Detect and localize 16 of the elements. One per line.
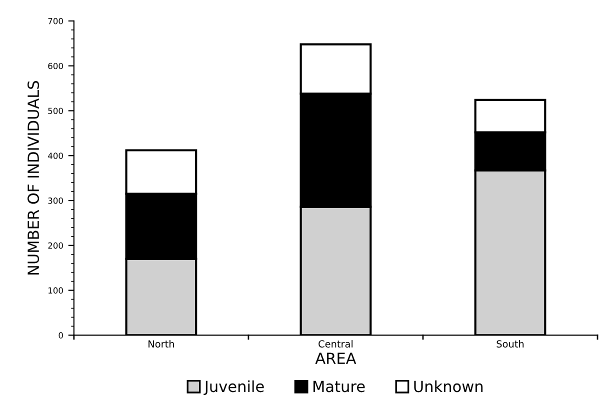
y-tick-label: 400 — [48, 152, 63, 159]
x-tick-label: South — [496, 340, 524, 348]
y-tick-label: 200 — [48, 242, 63, 249]
y-tick-label: 500 — [48, 108, 63, 114]
y-tick-label: 700 — [48, 18, 63, 24]
y-axis-title: NUMBER OF INDIVIDUALS — [28, 81, 40, 274]
y-tick-label: 600 — [48, 62, 63, 70]
x-tick-label: Central — [318, 340, 353, 348]
y-tick-label: 0 — [58, 332, 63, 338]
x-axis-title: AREA — [315, 352, 356, 364]
x-tick-label: North — [148, 340, 174, 348]
legend-label: Unknown — [414, 380, 483, 392]
y-tick-label: 100 — [48, 287, 63, 294]
legend-label: Mature — [313, 380, 365, 392]
legend-label: Juvenile — [204, 380, 264, 396]
y-tick-label: 300 — [48, 198, 63, 204]
